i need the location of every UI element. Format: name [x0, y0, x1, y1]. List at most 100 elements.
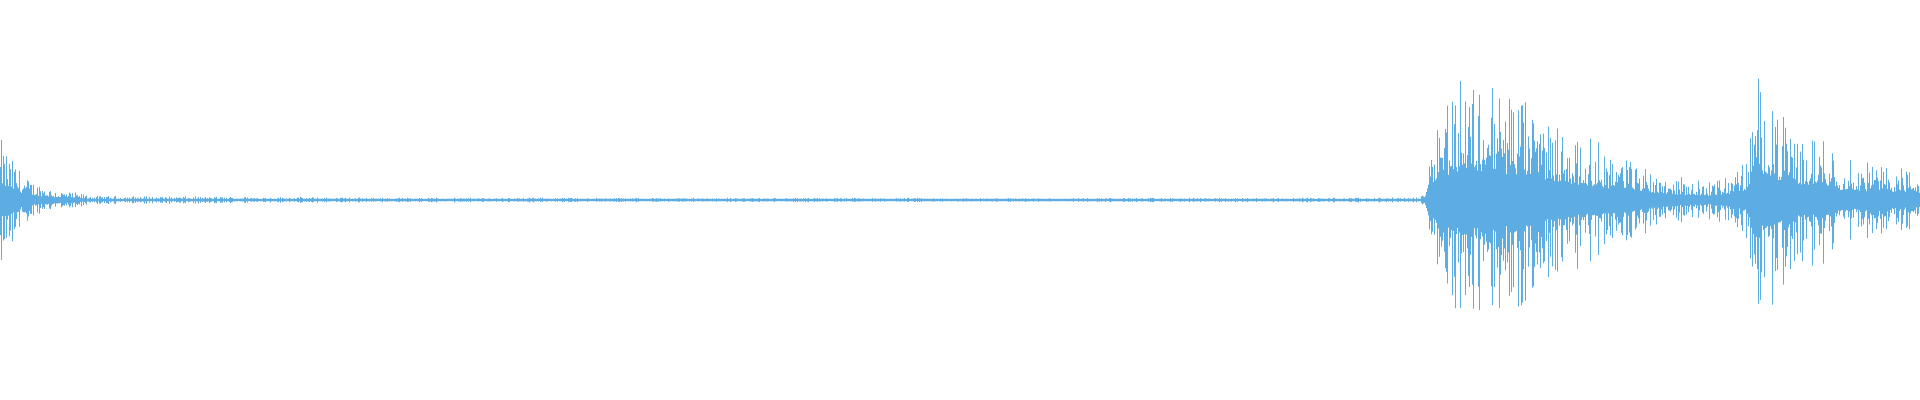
waveform-bar [112, 198, 113, 202]
waveform-bar [761, 198, 762, 202]
waveform-bar [931, 198, 932, 202]
waveform-bar [1380, 198, 1381, 202]
waveform-bar [623, 198, 624, 202]
waveform-bar [456, 198, 457, 202]
waveform-bar [478, 198, 479, 202]
waveform-bar [350, 198, 351, 202]
waveform-bar [54, 197, 55, 204]
waveform-bar [1152, 197, 1153, 203]
waveform-bar [45, 195, 46, 205]
waveform-bar [1601, 179, 1602, 222]
waveform-bar [1270, 198, 1271, 202]
waveform-bar [1646, 182, 1647, 221]
waveform-bar [726, 198, 727, 202]
waveform-bar [1567, 158, 1568, 244]
waveform-bar [858, 198, 859, 202]
waveform-bar [331, 198, 332, 202]
waveform-bar [1554, 180, 1555, 222]
waveform-bar [1401, 198, 1402, 202]
waveform-bar [1098, 198, 1099, 202]
waveform-bar [1733, 191, 1734, 209]
waveform-bar [853, 198, 854, 202]
waveform-bar [199, 198, 200, 202]
waveform-bar [775, 198, 776, 202]
waveform-bar [1331, 198, 1332, 202]
waveform-bar [1287, 198, 1288, 202]
waveform-bar [1822, 182, 1823, 219]
waveform-bar [1884, 183, 1885, 217]
waveform-bar [1612, 164, 1613, 238]
waveform-bar [1004, 198, 1005, 202]
waveform-bar [842, 198, 843, 202]
waveform-bar [1289, 198, 1290, 202]
waveform-bar [1781, 176, 1782, 221]
waveform-bar [446, 198, 447, 202]
waveform-bar [1626, 160, 1627, 241]
waveform-bar [17, 186, 18, 213]
waveform-bar [351, 198, 352, 202]
waveform-bar [1426, 192, 1427, 208]
waveform-bar [479, 198, 480, 202]
waveform-bar [912, 198, 913, 202]
waveform-bar [918, 198, 919, 202]
waveform-bar [1837, 185, 1838, 214]
waveform-bar [662, 198, 663, 202]
waveform-bar [316, 198, 317, 202]
waveform-bar [719, 198, 720, 202]
waveform-bar [153, 198, 154, 202]
waveform-bar [1371, 198, 1372, 202]
waveform-bar [644, 198, 645, 202]
waveform-bar [1755, 136, 1756, 264]
waveform-bar [1233, 198, 1234, 202]
waveform-bar [1035, 198, 1036, 202]
waveform-bar [1124, 198, 1125, 202]
waveform-bar [1765, 171, 1766, 229]
waveform-bar [65, 196, 66, 204]
waveform-bar [1591, 180, 1592, 220]
waveform-bar [0, 167, 1, 236]
waveform-bar [75, 192, 76, 208]
waveform-bar [690, 198, 691, 202]
waveform-bar [1645, 169, 1646, 234]
waveform-bar [971, 198, 972, 202]
waveform-bar [1638, 183, 1639, 219]
waveform-bar [1061, 198, 1062, 202]
waveform-bar [1678, 181, 1679, 221]
waveform-bar [1751, 171, 1752, 228]
waveform-bar [396, 198, 397, 202]
waveform-bar [142, 198, 143, 202]
waveform-bar [1054, 198, 1055, 202]
waveform-bar [1850, 160, 1851, 240]
waveform-bar [453, 198, 454, 202]
waveform-bar [1276, 198, 1277, 202]
waveform-bar [930, 198, 931, 202]
waveform-bar [728, 198, 729, 202]
waveform-bar [304, 198, 305, 202]
waveform-bar [1016, 198, 1017, 202]
waveform-bar [1649, 191, 1650, 209]
waveform-bar [288, 198, 289, 202]
waveform-bar [2, 183, 3, 217]
waveform-bar [744, 198, 745, 202]
waveform-bar [1477, 170, 1478, 229]
waveform-bar [847, 198, 848, 202]
waveform-bar [1644, 188, 1645, 213]
waveform-bar [360, 198, 361, 202]
waveform-bar [1221, 198, 1222, 202]
waveform-bar [627, 198, 628, 202]
waveform-bar [640, 198, 641, 202]
waveform-bar [733, 198, 734, 202]
waveform-bar [1807, 182, 1808, 218]
waveform-bar [1137, 198, 1138, 202]
waveform-bar [1586, 183, 1587, 215]
waveform-bar [260, 198, 261, 202]
waveform-bar [769, 198, 770, 202]
waveform-bar [650, 198, 651, 202]
waveform-bar [42, 191, 43, 209]
waveform-bar [1526, 174, 1527, 226]
waveform-bar [979, 198, 980, 202]
waveform-bar [1301, 198, 1302, 202]
waveform-bar [1633, 188, 1634, 212]
waveform-bar [785, 198, 786, 202]
waveform-bar [1818, 174, 1819, 226]
